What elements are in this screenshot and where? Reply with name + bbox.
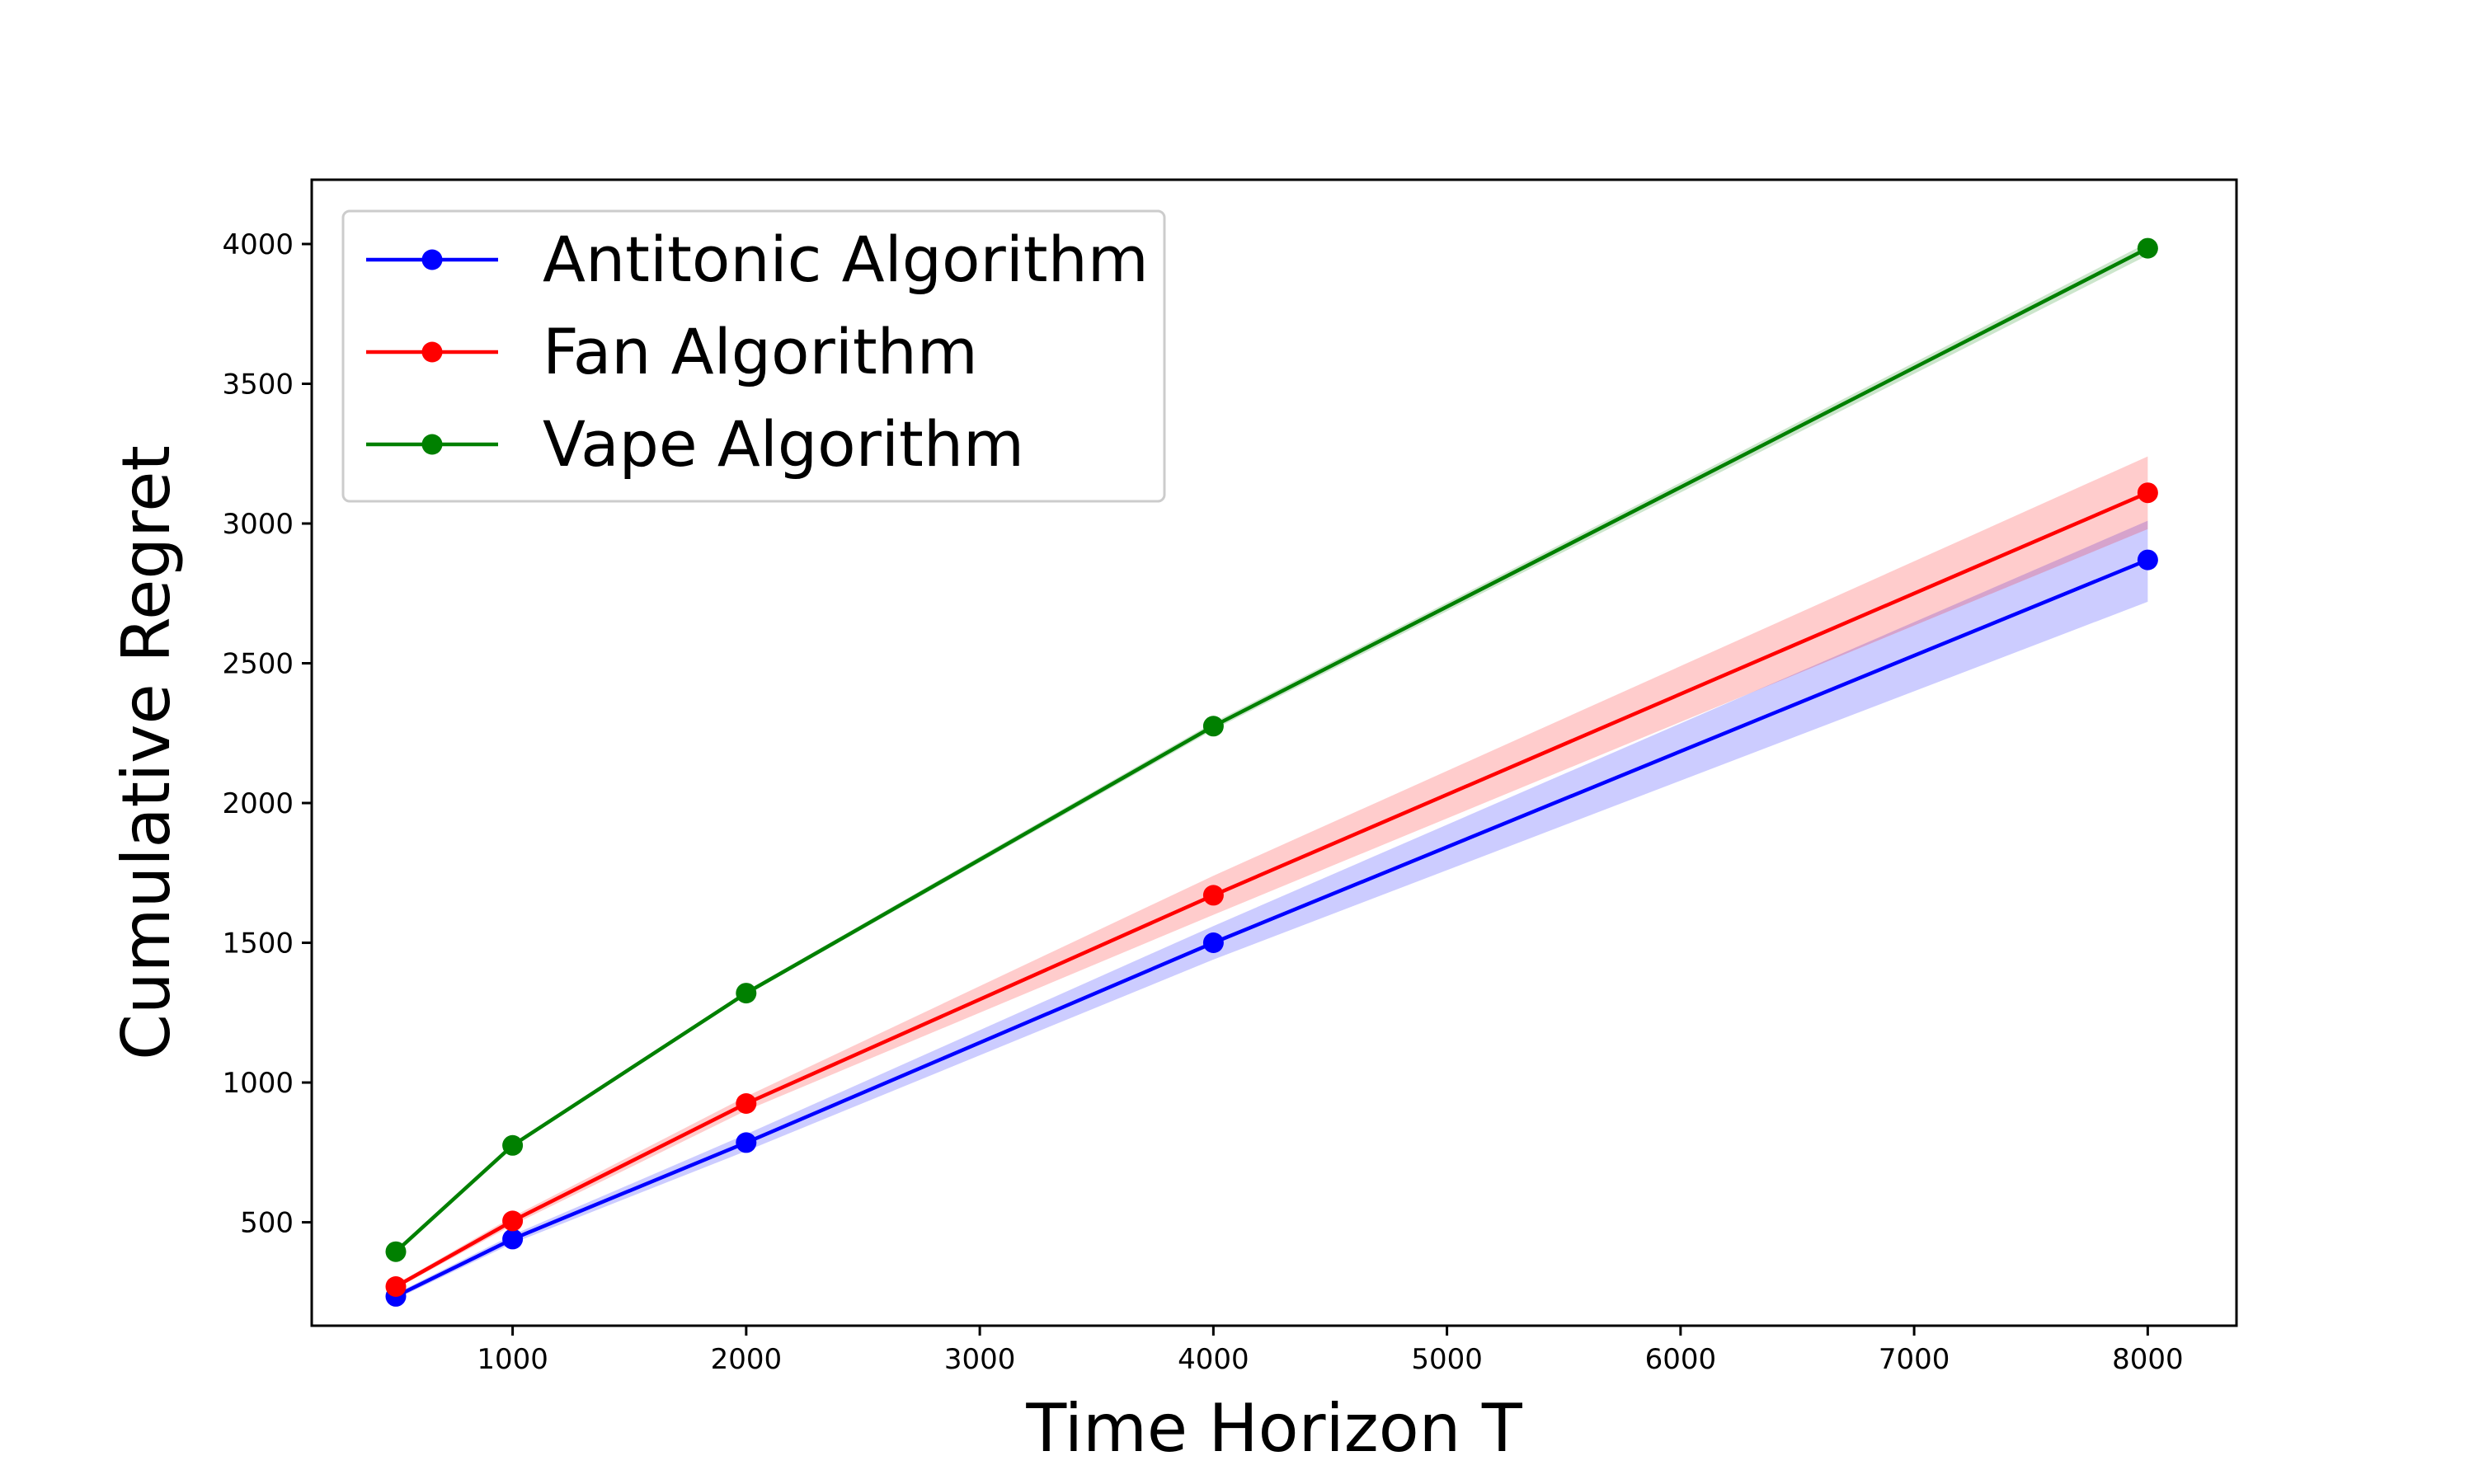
fan-legend-label: Fan Algorithm — [543, 315, 978, 388]
y-tick-label: 2500 — [222, 648, 294, 681]
y-tick-label: 1000 — [222, 1067, 294, 1100]
x-tick-label: 3000 — [944, 1343, 1016, 1376]
antitonic-legend-marker — [421, 249, 443, 270]
vape-point — [736, 983, 757, 1004]
vape-point — [2137, 237, 2158, 259]
x-tick-label: 8000 — [2112, 1343, 2184, 1376]
legend-frame — [341, 209, 1166, 503]
y-axis-label: Cumulative Regret — [108, 445, 185, 1060]
y-tick-label: 3000 — [222, 508, 294, 541]
vape-legend-label: Vape Algorithm — [543, 407, 1024, 481]
y-tick-label: 2000 — [222, 787, 294, 820]
antitonic-point — [2137, 549, 2158, 571]
fan-point — [736, 1093, 757, 1114]
antitonic-legend-label: Antitonic Algorithm — [543, 223, 1149, 296]
y-tick-label: 1500 — [222, 928, 294, 960]
fan-legend-marker — [421, 341, 443, 363]
x-axis-label: Time Horizon T — [1025, 1390, 1523, 1467]
antitonic-point — [736, 1132, 757, 1153]
fan-point — [385, 1276, 407, 1297]
vape-legend-marker — [421, 434, 443, 455]
y-tick-label: 500 — [240, 1207, 294, 1240]
antitonic-point — [502, 1228, 524, 1250]
fan-point — [1202, 885, 1224, 906]
fan-confidence-band — [396, 456, 2148, 1289]
x-tick-label: 1000 — [477, 1343, 548, 1376]
x-tick-label: 5000 — [1411, 1343, 1483, 1376]
x-tick-label: 4000 — [1178, 1343, 1249, 1376]
antitonic-point — [1202, 932, 1224, 953]
fan-point — [2137, 482, 2158, 504]
series-markers — [385, 237, 2158, 1307]
vape-confidence-band — [396, 242, 2148, 1253]
y-axis-ticks: 500 1000 1500 2000 2500 3000 3500 4000 — [222, 228, 312, 1240]
x-tick-label: 2000 — [711, 1343, 783, 1376]
plot-frame — [310, 178, 2238, 1327]
x-tick-label: 6000 — [1645, 1343, 1717, 1376]
x-axis-ticks: 1000 2000 3000 4000 5000 6000 7000 8000 — [477, 1326, 2184, 1376]
x-tick-label: 7000 — [1879, 1343, 1950, 1376]
vape-point — [385, 1241, 407, 1262]
vape-point — [502, 1134, 524, 1156]
legend: Antitonic Algorithm Fan Algorithm Vape Alg… — [341, 209, 1166, 503]
y-tick-label: 4000 — [222, 228, 294, 261]
y-tick-label: 3500 — [222, 368, 294, 401]
vape-point — [1202, 716, 1224, 737]
fan-point — [502, 1210, 524, 1232]
